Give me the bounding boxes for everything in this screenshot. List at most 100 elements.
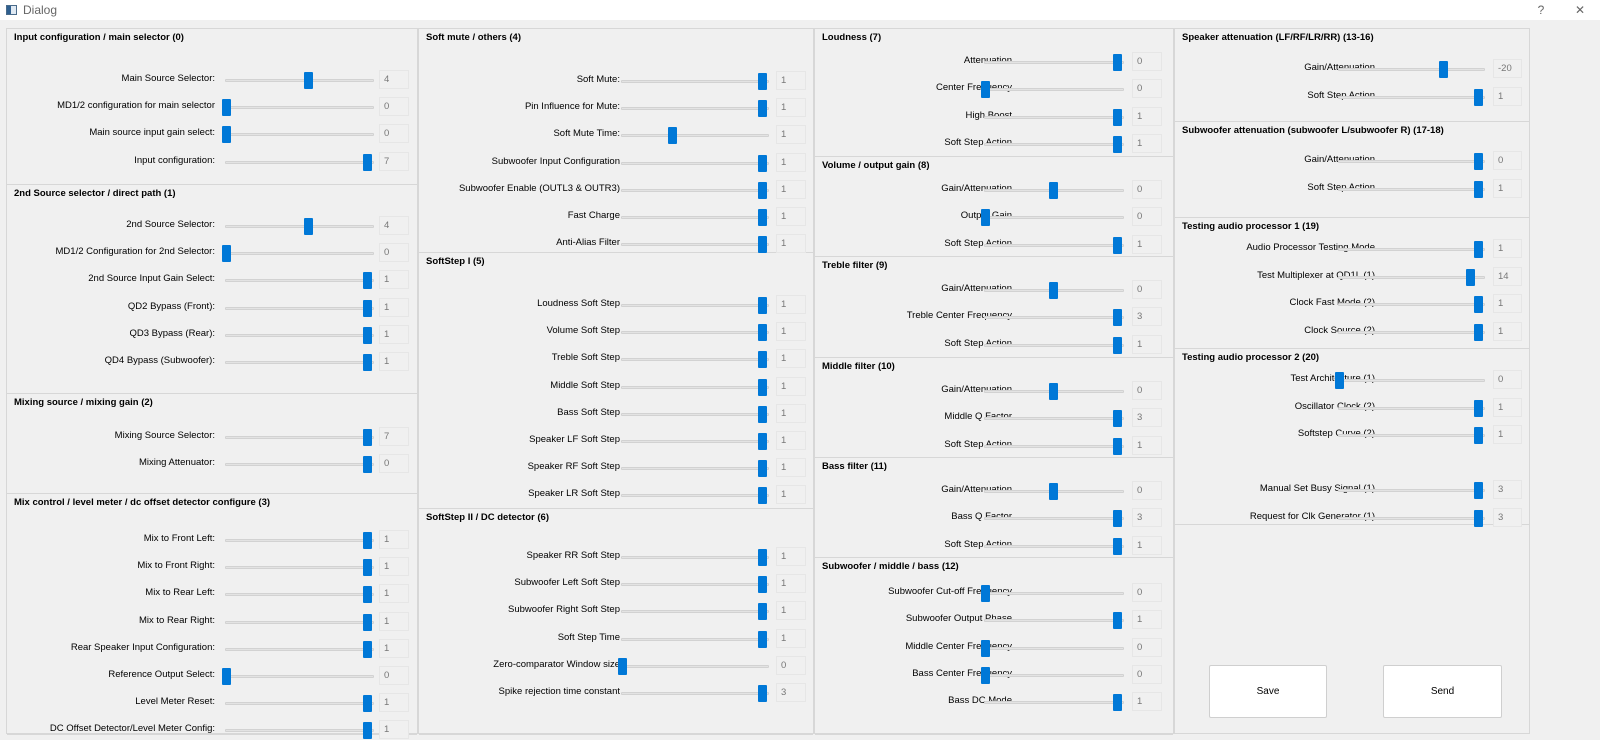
slider-track[interactable] bbox=[1338, 509, 1485, 527]
slider-track[interactable] bbox=[621, 236, 769, 254]
slider-handle[interactable] bbox=[363, 456, 373, 474]
slider-value-field[interactable]: 1 bbox=[1132, 435, 1162, 455]
slider-handle[interactable] bbox=[1113, 537, 1123, 555]
slider-value-field[interactable]: 1 bbox=[776, 431, 806, 450]
slider-value-field[interactable]: 1 bbox=[776, 547, 806, 566]
slider-value-field[interactable]: 3 bbox=[1132, 508, 1162, 528]
slider-handle[interactable] bbox=[1113, 612, 1123, 630]
slider-handle[interactable] bbox=[758, 100, 768, 118]
slider-value-field[interactable]: 0 bbox=[1493, 370, 1522, 389]
slider-handle[interactable] bbox=[363, 429, 373, 446]
slider-handle[interactable] bbox=[1474, 427, 1484, 444]
slider-handle[interactable] bbox=[1474, 296, 1484, 313]
slider-handle[interactable] bbox=[363, 613, 373, 631]
slider-track[interactable] bbox=[1338, 61, 1485, 78]
slider-track[interactable] bbox=[621, 630, 769, 648]
slider-track[interactable] bbox=[1338, 323, 1485, 341]
slider-value-field[interactable]: 1 bbox=[1132, 692, 1162, 712]
slider-handle[interactable] bbox=[758, 378, 768, 396]
slider-track[interactable] bbox=[984, 694, 1124, 712]
slider-handle[interactable] bbox=[758, 405, 768, 423]
slider-track[interactable] bbox=[225, 272, 374, 290]
slider-value-field[interactable]: 0 bbox=[379, 97, 409, 117]
slider-value-field[interactable]: 1 bbox=[776, 601, 806, 621]
slider-value-field[interactable]: 1 bbox=[776, 295, 806, 314]
slider-handle[interactable] bbox=[667, 127, 677, 145]
slider-value-field[interactable]: 0 bbox=[1132, 381, 1162, 400]
slider-handle[interactable] bbox=[1113, 437, 1123, 455]
slider-handle[interactable] bbox=[981, 81, 990, 99]
slider-track[interactable] bbox=[1338, 153, 1485, 170]
slider-handle[interactable] bbox=[1113, 54, 1123, 71]
slider-track[interactable] bbox=[981, 639, 1124, 657]
slider-track[interactable] bbox=[984, 336, 1124, 354]
slider-handle[interactable] bbox=[1113, 410, 1123, 428]
slider-track[interactable] bbox=[981, 585, 1124, 602]
slider-handle[interactable] bbox=[1048, 282, 1058, 299]
slider-track[interactable] bbox=[621, 460, 769, 478]
slider-handle[interactable] bbox=[1048, 182, 1058, 199]
slider-value-field[interactable]: 3 bbox=[1493, 480, 1522, 499]
slider-handle[interactable] bbox=[981, 666, 990, 684]
slider-handle[interactable] bbox=[363, 586, 373, 604]
slider-value-field[interactable]: 1 bbox=[1493, 239, 1522, 258]
slider-handle[interactable] bbox=[1474, 509, 1484, 527]
slider-handle[interactable] bbox=[1113, 510, 1123, 528]
help-button[interactable]: ? bbox=[1537, 3, 1545, 17]
slider-track[interactable] bbox=[621, 603, 769, 621]
slider-track[interactable] bbox=[225, 695, 374, 713]
slider-track[interactable] bbox=[621, 378, 769, 396]
slider-value-field[interactable]: 1 bbox=[1132, 535, 1162, 555]
slider-handle[interactable] bbox=[363, 532, 373, 549]
slider-handle[interactable] bbox=[363, 153, 373, 171]
slider-track[interactable] bbox=[621, 405, 769, 423]
slider-track[interactable] bbox=[984, 309, 1124, 327]
slider-track[interactable] bbox=[621, 576, 769, 594]
slider-handle[interactable] bbox=[222, 99, 231, 117]
slider-track[interactable] bbox=[621, 549, 769, 566]
slider-value-field[interactable]: 0 bbox=[1493, 151, 1522, 170]
slider-handle[interactable] bbox=[363, 272, 373, 290]
slider-track[interactable] bbox=[1338, 268, 1485, 286]
slider-handle[interactable] bbox=[363, 559, 373, 577]
slider-value-field[interactable]: 1 bbox=[379, 584, 409, 604]
slider-track[interactable] bbox=[984, 410, 1124, 428]
slider-value-field[interactable]: 1 bbox=[1493, 294, 1522, 313]
slider-handle[interactable] bbox=[1048, 383, 1058, 400]
slider-track[interactable] bbox=[1338, 88, 1485, 106]
slider-handle[interactable] bbox=[1113, 236, 1123, 254]
slider-handle[interactable] bbox=[363, 722, 373, 740]
slider-value-field[interactable]: 1 bbox=[776, 628, 806, 648]
slider-handle[interactable] bbox=[1474, 482, 1484, 499]
slider-value-field[interactable]: 1 bbox=[776, 71, 806, 90]
slider-handle[interactable] bbox=[222, 668, 231, 685]
slider-handle[interactable] bbox=[981, 639, 990, 657]
slider-track[interactable] bbox=[621, 487, 769, 505]
slider-track[interactable] bbox=[1338, 180, 1485, 198]
slider-track[interactable] bbox=[984, 537, 1124, 555]
slider-handle[interactable] bbox=[758, 576, 768, 594]
slider-handle[interactable] bbox=[758, 603, 768, 621]
slider-track[interactable] bbox=[225, 586, 374, 604]
slider-track[interactable] bbox=[621, 127, 769, 145]
slider-handle[interactable] bbox=[758, 236, 768, 254]
slider-value-field[interactable]: 0 bbox=[1132, 280, 1162, 299]
slider-value-field[interactable]: 1 bbox=[776, 322, 806, 342]
slider-value-field[interactable]: 0 bbox=[379, 666, 409, 685]
slider-track[interactable] bbox=[225, 218, 374, 235]
slider-track[interactable] bbox=[225, 326, 374, 344]
slider-value-field[interactable]: 1 bbox=[379, 270, 409, 290]
slider-value-field[interactable]: 0 bbox=[379, 454, 409, 474]
slider-track[interactable] bbox=[1338, 427, 1485, 444]
slider-handle[interactable] bbox=[1113, 135, 1123, 153]
slider-value-field[interactable]: 0 bbox=[1132, 180, 1162, 199]
slider-track[interactable] bbox=[1338, 399, 1485, 417]
slider-track[interactable] bbox=[222, 99, 374, 117]
slider-handle[interactable] bbox=[363, 640, 373, 658]
slider-track[interactable] bbox=[621, 297, 769, 314]
slider-value-field[interactable]: 1 bbox=[379, 530, 409, 549]
slider-handle[interactable] bbox=[1474, 180, 1484, 198]
slider-handle[interactable] bbox=[758, 433, 768, 450]
slider-handle[interactable] bbox=[758, 73, 768, 90]
slider-value-field[interactable]: 3 bbox=[1132, 408, 1162, 428]
